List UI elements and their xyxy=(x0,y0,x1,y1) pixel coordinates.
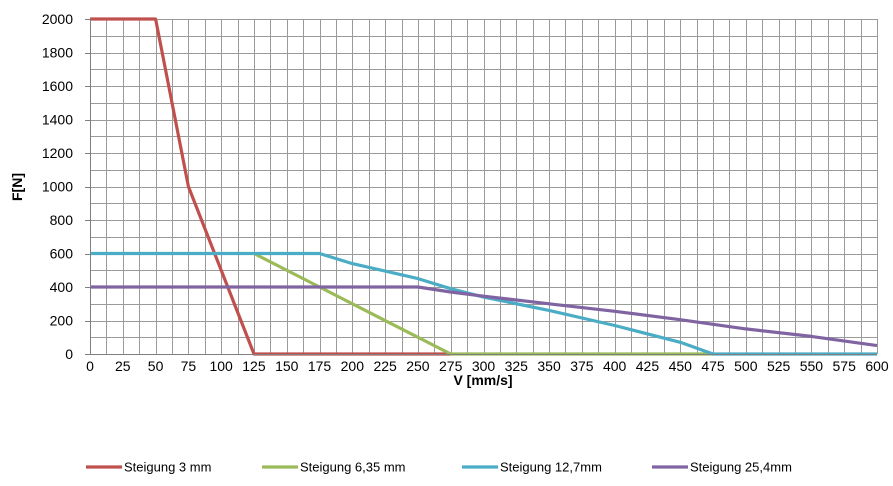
legend-label: Steigung 3 mm xyxy=(124,460,211,475)
y-tick-label: 400 xyxy=(50,279,74,295)
y-axis-title: F[N] xyxy=(9,173,25,201)
x-tick-label: 425 xyxy=(636,358,660,374)
legend-label: Steigung 25,4mm xyxy=(690,460,792,475)
x-tick-label: 50 xyxy=(148,358,164,374)
legend-item: Steigung 25,4mm xyxy=(652,460,792,475)
y-tick-label: 1600 xyxy=(42,78,73,94)
x-tick-label: 250 xyxy=(406,358,430,374)
legend-item: Steigung 3 mm xyxy=(86,460,211,475)
tick-labels: 0 25 50 75 100 125 150 175 200 225 250 275 300 325 350… xyxy=(42,11,889,374)
legend: Steigung 3 mm Steigung 6,35 mm Steigung 12… xyxy=(86,460,792,475)
x-tick-label: 200 xyxy=(341,358,365,374)
x-tick-label: 125 xyxy=(242,358,266,374)
x-tick-label: 500 xyxy=(734,358,758,374)
series-line xyxy=(90,285,878,348)
x-tick-label: 450 xyxy=(669,358,693,374)
x-tick-label: 550 xyxy=(800,358,824,374)
y-tick-label: 1800 xyxy=(42,45,73,61)
x-tick-label: 25 xyxy=(115,358,131,374)
x-tick-label: 575 xyxy=(833,358,857,374)
x-tick-label: 475 xyxy=(701,358,725,374)
y-tick-label: 1400 xyxy=(42,112,73,128)
y-tick-label: 0 xyxy=(65,346,73,362)
y-tick-label: 200 xyxy=(50,313,74,329)
x-tick-label: 350 xyxy=(537,358,561,374)
x-tick-label: 400 xyxy=(603,358,627,374)
gridlines xyxy=(90,19,878,355)
x-tick-label: 100 xyxy=(209,358,233,374)
x-tick-label: 275 xyxy=(439,358,463,374)
x-tick-label: 75 xyxy=(181,358,197,374)
axes xyxy=(85,19,877,355)
x-tick-label: 0 xyxy=(86,358,94,374)
x-tick-label: 325 xyxy=(505,358,529,374)
x-tick-label: 375 xyxy=(570,358,594,374)
legend-item: Steigung 12,7mm xyxy=(462,460,602,475)
x-axis-title: V [mm/s] xyxy=(453,372,512,388)
x-tick-label: 300 xyxy=(472,358,496,374)
y-tick-label: 1200 xyxy=(42,145,73,161)
x-tick-label: 525 xyxy=(767,358,791,374)
series-line xyxy=(253,252,713,356)
legend-label: Steigung 12,7mm xyxy=(500,460,602,475)
series-line xyxy=(90,251,877,356)
x-tick-label: 175 xyxy=(308,358,332,374)
legend-label: Steigung 6,35 mm xyxy=(300,460,406,475)
y-tick-label: 600 xyxy=(50,246,74,262)
x-tick-label: 225 xyxy=(373,358,397,374)
y-tick-label: 1000 xyxy=(42,179,73,195)
legend-item: Steigung 6,35 mm xyxy=(262,460,406,475)
y-tick-label: 2000 xyxy=(42,11,73,27)
y-tick-label: 800 xyxy=(50,212,74,228)
x-tick-label: 600 xyxy=(865,358,889,374)
x-tick-label: 150 xyxy=(275,358,299,374)
